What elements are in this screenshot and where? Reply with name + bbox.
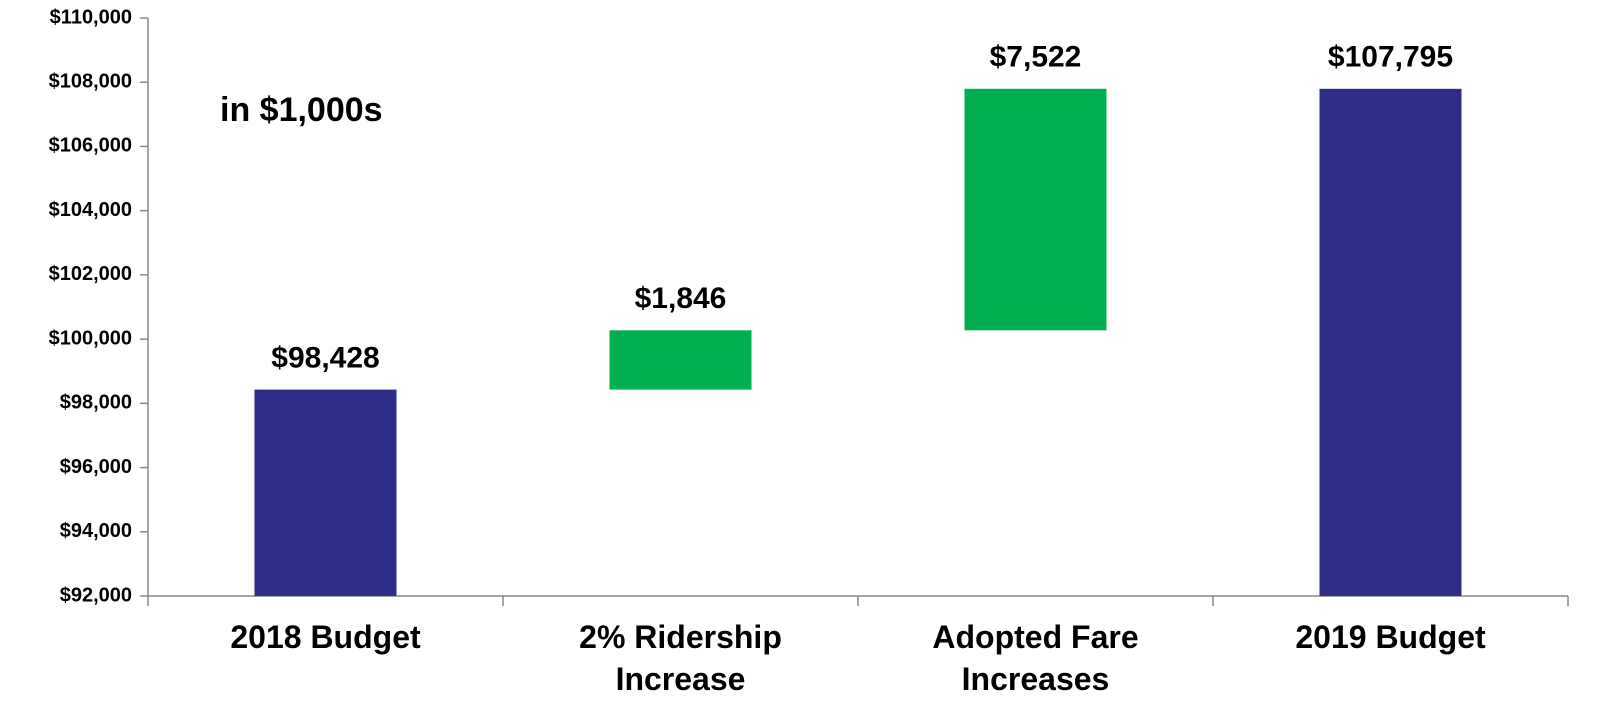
- y-tick-label: $94,000: [60, 520, 132, 542]
- y-tick-label: $96,000: [60, 456, 132, 478]
- value-label: $1,846: [635, 282, 727, 315]
- bar: [609, 330, 752, 390]
- y-tick-label: $92,000: [60, 584, 132, 606]
- x-tick-label: Adopted Fare Increases: [932, 619, 1139, 697]
- y-tick-label: $98,000: [60, 392, 132, 414]
- y-tick-label: $110,000: [50, 6, 132, 28]
- annotation: in $1,000s: [220, 91, 383, 129]
- y-tick-label: $102,000: [49, 263, 132, 285]
- value-label: $7,522: [990, 41, 1082, 74]
- bar: [254, 389, 397, 596]
- y-tick-label: $106,000: [49, 135, 132, 157]
- x-tick-label: 2019 Budget: [1295, 619, 1486, 655]
- x-tick-label: 2% Ridership Increase: [579, 619, 782, 697]
- y-tick-label: $108,000: [49, 71, 132, 93]
- value-label: $107,795: [1328, 41, 1453, 74]
- bar: [964, 88, 1107, 331]
- y-tick-label: $104,000: [49, 199, 132, 221]
- bar: [1319, 88, 1462, 597]
- y-tick-label: $100,000: [49, 327, 132, 349]
- value-label: $98,428: [271, 342, 379, 375]
- x-tick-label: 2018 Budget: [230, 619, 421, 655]
